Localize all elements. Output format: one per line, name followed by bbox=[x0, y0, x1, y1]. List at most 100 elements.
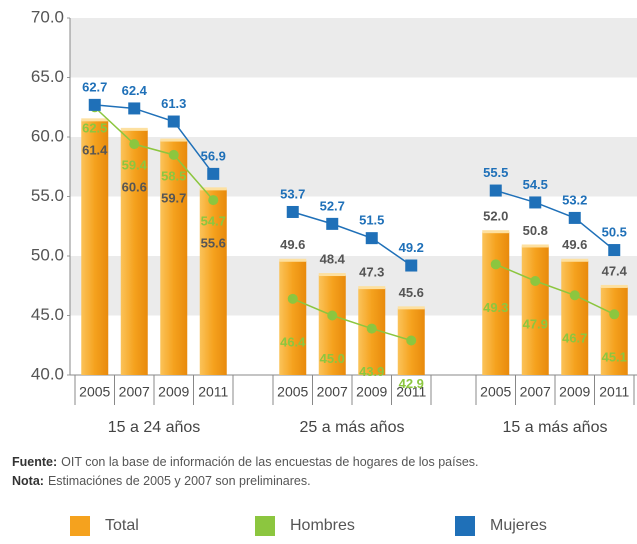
bar bbox=[600, 286, 628, 375]
group-label: 15 a 24 años bbox=[108, 419, 201, 436]
bar bbox=[81, 120, 109, 375]
data-label: 42.9 bbox=[399, 376, 424, 391]
bar bbox=[199, 189, 227, 375]
data-label: 49.6 bbox=[280, 237, 305, 252]
point bbox=[406, 335, 417, 346]
x-tick-label: 2011 bbox=[396, 384, 426, 400]
bar-top bbox=[561, 258, 589, 262]
data-label: 55.6 bbox=[201, 236, 226, 251]
data-label: 49.3 bbox=[483, 300, 508, 315]
data-label: 45.1 bbox=[602, 350, 627, 365]
data-label: 47.3 bbox=[359, 265, 384, 280]
point bbox=[490, 259, 501, 270]
band bbox=[70, 256, 637, 316]
legend-swatch bbox=[455, 516, 475, 536]
x-tick-label: 2007 bbox=[317, 384, 348, 400]
point bbox=[366, 323, 377, 334]
x-tick-label: 2005 bbox=[79, 384, 110, 400]
bar bbox=[160, 140, 188, 375]
line bbox=[495, 263, 615, 315]
data-label: 49.2 bbox=[399, 240, 424, 255]
x-tick-label: 2011 bbox=[599, 384, 629, 400]
y-tick-label: 55.0 bbox=[31, 186, 64, 205]
data-label: 56.9 bbox=[201, 148, 226, 163]
point bbox=[609, 309, 620, 320]
y-tick-label: 50.0 bbox=[31, 245, 64, 264]
bar-top bbox=[600, 284, 628, 288]
point bbox=[569, 290, 580, 301]
point bbox=[326, 217, 339, 230]
point bbox=[489, 184, 502, 197]
bar bbox=[318, 275, 346, 375]
point bbox=[129, 139, 140, 150]
bar-top bbox=[81, 118, 109, 122]
data-label: 61.4 bbox=[82, 143, 108, 158]
line bbox=[94, 104, 214, 175]
point bbox=[529, 196, 542, 209]
data-label: 50.5 bbox=[602, 224, 627, 239]
data-label: 49.6 bbox=[562, 237, 587, 252]
x-tick-label: 2007 bbox=[119, 384, 150, 400]
data-label: 54.5 bbox=[523, 177, 548, 192]
point bbox=[327, 310, 338, 321]
note-text: OIT con la base de información de las en… bbox=[61, 455, 478, 469]
bar-top bbox=[482, 230, 510, 234]
y-tick-label: 45.0 bbox=[31, 305, 64, 324]
data-label: 59.7 bbox=[161, 190, 186, 205]
data-label: 58.5 bbox=[161, 168, 186, 183]
data-label: 62.5 bbox=[82, 121, 107, 136]
group-label: 15 a más años bbox=[503, 419, 608, 436]
legend-label: Mujeres bbox=[490, 517, 547, 534]
point bbox=[365, 232, 378, 245]
point bbox=[88, 98, 101, 111]
bar bbox=[120, 129, 148, 375]
x-tick-label: 2009 bbox=[158, 384, 189, 400]
legend-label: Total bbox=[105, 517, 139, 534]
point bbox=[286, 205, 299, 218]
legend-swatch bbox=[70, 516, 90, 536]
data-label: 52.0 bbox=[483, 209, 508, 224]
group-label: 25 a más años bbox=[300, 419, 405, 436]
bar bbox=[482, 232, 510, 375]
data-label: 51.5 bbox=[359, 213, 384, 228]
bar-top bbox=[120, 127, 148, 131]
x-tick-label: 2009 bbox=[559, 384, 590, 400]
bar-top bbox=[521, 244, 549, 248]
data-label: 47.9 bbox=[523, 316, 548, 331]
bar bbox=[561, 260, 589, 375]
line bbox=[495, 189, 615, 251]
data-label: 45.0 bbox=[320, 351, 345, 366]
line bbox=[292, 211, 412, 267]
data-label: 62.7 bbox=[82, 79, 107, 94]
point bbox=[405, 259, 418, 272]
data-label: 47.4 bbox=[602, 263, 628, 278]
data-label: 54.7 bbox=[201, 214, 226, 229]
data-label: 53.2 bbox=[562, 192, 587, 207]
data-label: 55.5 bbox=[483, 165, 508, 180]
data-label: 46.4 bbox=[280, 334, 306, 349]
data-label: 53.7 bbox=[280, 186, 305, 201]
x-tick-label: 2007 bbox=[520, 384, 551, 400]
note-text: Estimaciónes de 2005 y 2007 son prelimin… bbox=[48, 474, 311, 488]
data-label: 50.8 bbox=[523, 223, 548, 238]
bar-top bbox=[199, 187, 227, 191]
legend-label: Hombres bbox=[290, 517, 355, 534]
data-label: 43.9 bbox=[359, 364, 384, 379]
notes: Fuente: OIT con la base de información de… bbox=[12, 455, 479, 488]
data-label: 59.4 bbox=[122, 158, 148, 173]
point bbox=[208, 195, 219, 206]
note-label: Nota: bbox=[12, 474, 44, 488]
legend-swatch bbox=[255, 516, 275, 536]
line bbox=[292, 298, 412, 342]
data-label: 46.7 bbox=[562, 331, 587, 346]
y-tick-label: 70.0 bbox=[31, 7, 64, 26]
point bbox=[568, 211, 581, 224]
data-label: 61.3 bbox=[161, 96, 186, 111]
point bbox=[530, 275, 541, 286]
bar bbox=[279, 260, 307, 375]
x-tick-label: 2005 bbox=[277, 384, 308, 400]
y-tick-label: 60.0 bbox=[31, 126, 64, 145]
note: Nota: Estimaciónes de 2005 y 2007 son pre… bbox=[12, 474, 311, 488]
data-label: 62.4 bbox=[122, 83, 148, 98]
